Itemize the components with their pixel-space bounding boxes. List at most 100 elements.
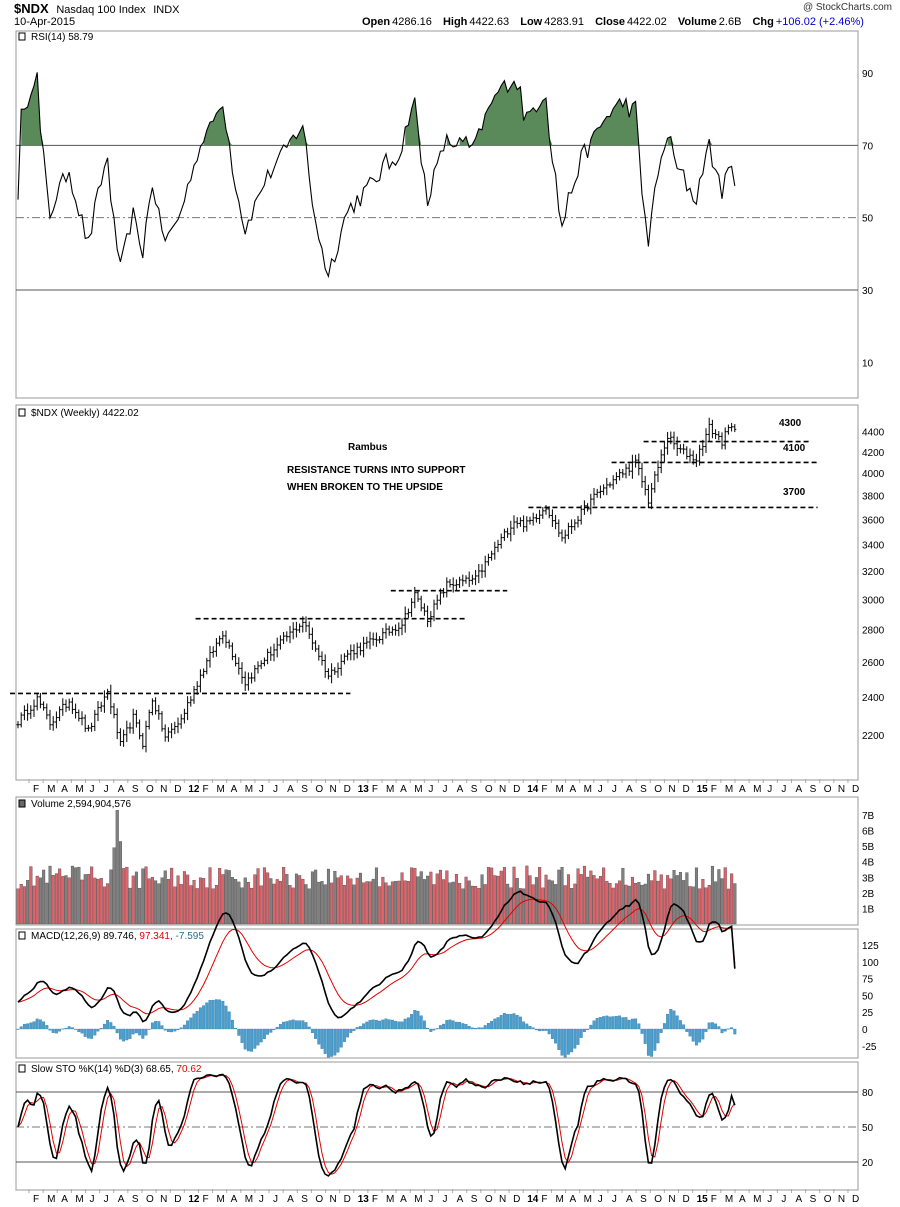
volume-bar <box>349 878 353 925</box>
volume-bar <box>86 873 90 925</box>
month-label-price: F <box>202 784 208 795</box>
macd-hist-bar <box>554 1028 558 1044</box>
symbol-title: $NDX Nasdaq 100 Index INDX <box>14 1 180 16</box>
macd-hist-bar <box>323 1028 327 1054</box>
month-label-bottom: M <box>555 1194 563 1205</box>
price-bar <box>406 608 410 618</box>
month-label-price: A <box>739 784 746 795</box>
volume-bar <box>310 871 314 925</box>
panel-frame-price <box>15 404 859 781</box>
price-bar <box>330 663 334 684</box>
price-bar <box>688 448 692 464</box>
volume-bar <box>397 880 401 925</box>
volume-bar <box>368 881 372 925</box>
price-bar <box>720 432 724 450</box>
macd-hist-bar <box>333 1028 337 1056</box>
macd-histogram <box>16 999 737 1058</box>
month-label-bottom: M <box>725 1194 733 1205</box>
index-name: Nasdaq 100 Index <box>56 4 146 16</box>
macd-hist-bar <box>710 1022 714 1030</box>
price-bar <box>128 722 132 734</box>
macd-hist-bar <box>525 1023 529 1030</box>
month-label-price: F <box>33 784 39 795</box>
price-bar <box>26 703 30 721</box>
macd-hist-bar <box>195 1011 199 1030</box>
price-bar <box>614 472 618 485</box>
macd-line <box>17 890 736 1023</box>
month-label-bottom: M <box>245 1194 253 1205</box>
volume-bar <box>54 873 58 925</box>
volume-bar <box>176 875 180 925</box>
price-bar <box>275 637 279 658</box>
annotation-line-2: WHEN BROKEN TO THE UPSIDE <box>287 482 443 493</box>
volume-bar <box>346 875 350 925</box>
volume-bar <box>653 870 657 925</box>
volume-bar <box>32 885 36 925</box>
price-bar <box>240 662 244 684</box>
price-bar <box>22 705 26 721</box>
macd-hist-bar <box>198 1007 202 1030</box>
macd-hist-bar <box>621 1017 625 1030</box>
volume-bar <box>157 883 161 925</box>
month-label-bottom: D <box>344 1194 351 1205</box>
price-bar <box>314 640 318 652</box>
price-bar <box>646 484 650 509</box>
price-bar <box>570 519 574 535</box>
month-label-bottom: F <box>711 1194 717 1205</box>
volume-bar <box>707 885 711 925</box>
price-bar <box>598 485 602 499</box>
price-bar <box>534 513 538 523</box>
macd-hist-bar <box>474 1028 478 1030</box>
macd-hist-bar <box>656 1028 660 1044</box>
price-bar <box>726 424 730 435</box>
volume-bar <box>422 879 426 925</box>
price-bar <box>602 484 606 496</box>
month-label-bottom: S <box>471 1194 478 1205</box>
price-bar <box>342 653 346 665</box>
month-label-bottom: A <box>400 1194 407 1205</box>
volume-bar <box>317 881 321 925</box>
price-bar <box>675 436 679 456</box>
volume-bar <box>499 870 503 925</box>
volume-bar <box>621 868 625 925</box>
month-label-price: M <box>75 784 83 795</box>
macd-hist-bar <box>51 1028 55 1033</box>
price-bar <box>499 533 503 549</box>
macd-hist-bar <box>378 1020 382 1030</box>
macd-hist-bar <box>186 1020 190 1030</box>
price-bar <box>608 482 612 488</box>
volume-axis-tick-1B: 1B <box>862 904 875 915</box>
macd-hist-bar <box>77 1028 81 1032</box>
month-label-bottom: A <box>739 1194 746 1205</box>
price-bar <box>464 575 468 584</box>
price-axis-tick-3400: 3400 <box>862 540 885 551</box>
price-bar <box>419 595 423 612</box>
volume-bar <box>275 879 279 925</box>
month-label-price: F <box>372 784 378 795</box>
macd-hist-bar <box>461 1023 465 1030</box>
volume-bar <box>682 880 686 925</box>
volume-bar <box>595 878 599 925</box>
price-axis-tick-3800: 3800 <box>862 492 885 503</box>
macd-hist-bar <box>365 1021 369 1030</box>
volume-bar <box>234 879 238 925</box>
macd-hist-bar <box>691 1028 695 1042</box>
macd-hist-bar <box>688 1028 692 1037</box>
price-bar <box>134 709 138 728</box>
month-label-price: D <box>513 784 520 795</box>
macd-hist-bar <box>502 1013 506 1030</box>
price-bar <box>112 703 116 719</box>
volume-bar <box>259 885 263 925</box>
macd-hist-bar <box>16 1028 20 1030</box>
macd-hist-bar <box>90 1028 94 1039</box>
macd-hist-bar <box>173 1028 177 1032</box>
macd-hist-bar <box>250 1028 254 1052</box>
volume-bar <box>227 870 231 925</box>
volume-bar <box>294 873 298 925</box>
volume-bar <box>99 878 103 925</box>
macd-hist-bar <box>131 1028 135 1035</box>
macd-hist-bar <box>403 1018 407 1030</box>
month-label-bottom: N <box>499 1194 506 1205</box>
macd-label-main: MACD(12,26,9) 89.746, <box>31 931 137 942</box>
macd-label-hist: -7.595 <box>173 931 205 942</box>
